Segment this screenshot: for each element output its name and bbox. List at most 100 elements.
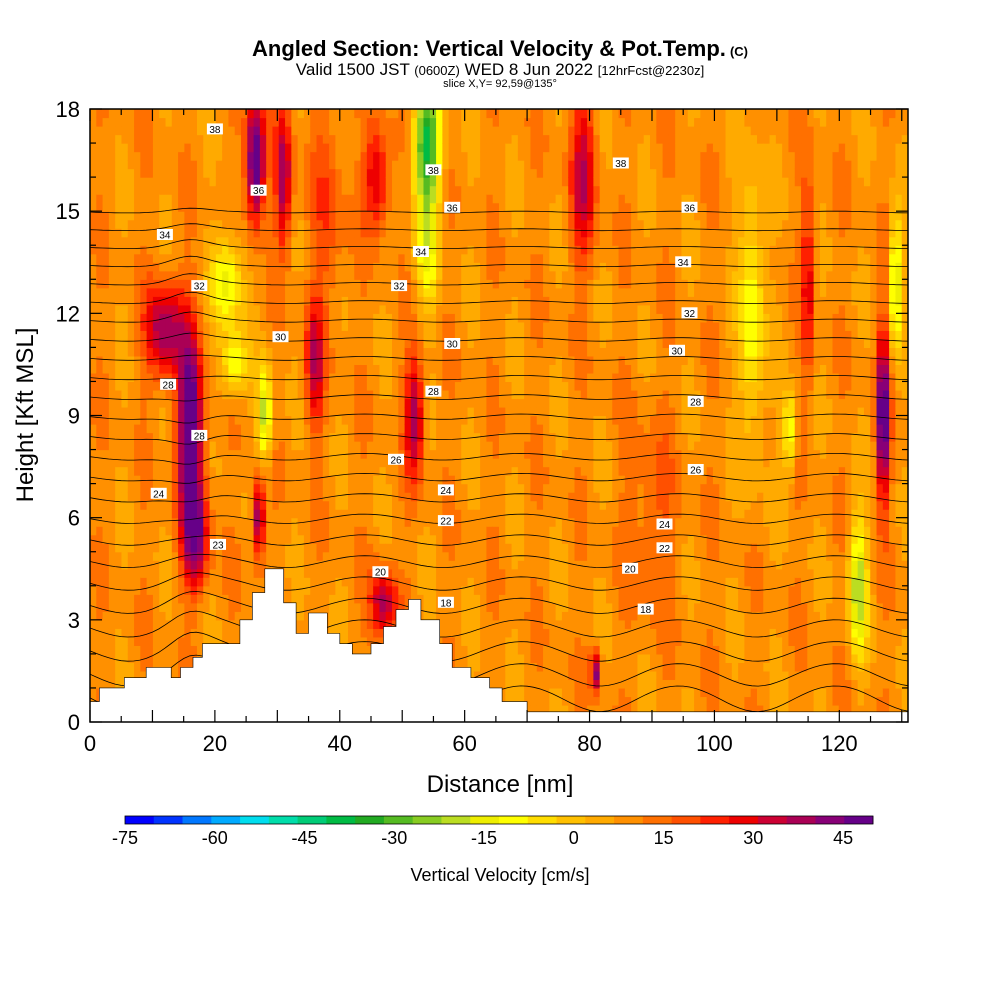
velocity-cell (499, 415, 506, 425)
velocity-cell (165, 194, 173, 204)
velocity-cell (341, 594, 349, 604)
velocity-cell (480, 585, 488, 595)
velocity-cell (499, 585, 506, 595)
velocity-cell (159, 466, 167, 476)
velocity-cell (115, 653, 123, 663)
velocity-cell (121, 109, 129, 119)
velocity-cell (347, 355, 355, 366)
velocity-cell (228, 347, 236, 357)
velocity-cell (492, 168, 500, 178)
velocity-cell (297, 449, 305, 459)
velocity-cell (341, 304, 349, 314)
velocity-cell (341, 568, 349, 578)
velocity-cell (278, 313, 286, 323)
velocity-cell (234, 296, 242, 306)
velocity-cell (285, 347, 292, 357)
velocity-cell (524, 636, 532, 646)
velocity-cell (291, 194, 299, 204)
velocity-cell (102, 355, 110, 366)
velocity-cell (360, 126, 368, 136)
velocity-cell (102, 270, 110, 280)
velocity-cell (335, 279, 343, 289)
velocity-cell (524, 696, 532, 706)
velocity-cell (285, 177, 292, 187)
velocity-cell (272, 449, 280, 459)
velocity-cell (335, 134, 343, 144)
velocity-cell (461, 517, 469, 527)
velocity-cell (134, 364, 141, 374)
velocity-cell (140, 636, 148, 646)
velocity-cell (209, 313, 217, 323)
velocity-cell (90, 355, 97, 366)
velocity-cell (442, 492, 450, 502)
velocity-cell (196, 602, 204, 612)
velocity-cell (209, 355, 217, 366)
velocity-cell (461, 313, 469, 323)
velocity-cell (215, 568, 223, 578)
velocity-cell (335, 372, 343, 383)
velocity-cell (480, 500, 488, 510)
velocity-cell (285, 270, 292, 280)
velocity-cell (454, 568, 462, 578)
velocity-cell (480, 389, 488, 400)
velocity-cell (278, 458, 286, 468)
velocity-cell (505, 126, 513, 136)
velocity-cell (442, 143, 450, 153)
velocity-cell (417, 228, 425, 238)
velocity-cell (517, 466, 525, 476)
velocity-cell (341, 219, 349, 229)
velocity-cell (398, 509, 406, 519)
velocity-cell (159, 526, 167, 536)
velocity-cell (499, 560, 506, 570)
velocity-cell (436, 253, 443, 263)
velocity-cell (247, 611, 255, 621)
velocity-cell (448, 236, 456, 246)
velocity-cell (517, 415, 525, 425)
velocity-cell (165, 662, 173, 672)
velocity-cell (140, 526, 148, 536)
velocity-cell (392, 602, 399, 612)
velocity-cell (517, 347, 525, 357)
velocity-cell (429, 347, 437, 357)
velocity-cell (322, 466, 330, 476)
velocity-cell (222, 628, 230, 638)
velocity-cell (454, 543, 462, 553)
velocity-cell (385, 585, 393, 595)
velocity-cell (511, 398, 519, 408)
velocity-cell (467, 185, 475, 195)
velocity-cell (392, 381, 399, 391)
velocity-cell (335, 117, 343, 127)
velocity-cell (134, 475, 141, 485)
velocity-cell (108, 228, 116, 238)
velocity-cell (517, 585, 525, 595)
velocity-cell (473, 313, 481, 323)
velocity-cell (278, 441, 286, 451)
velocity-cell (134, 389, 141, 400)
velocity-cell (203, 509, 211, 519)
velocity-cell (165, 211, 173, 221)
velocity-cell (385, 236, 393, 246)
velocity-cell (234, 228, 242, 238)
velocity-cell (146, 202, 154, 212)
velocity-cell (234, 355, 242, 366)
velocity-cell (234, 151, 242, 161)
velocity-cell (272, 117, 280, 127)
velocity-cell (196, 109, 204, 119)
velocity-cell (392, 330, 399, 340)
velocity-cell (127, 534, 135, 544)
velocity-cell (473, 415, 481, 425)
velocity-cell (272, 364, 280, 374)
velocity-cell (259, 372, 267, 383)
velocity-cell (404, 177, 412, 187)
velocity-cell (499, 594, 506, 604)
velocity-cell (102, 585, 110, 595)
velocity-cell (385, 177, 393, 187)
velocity-cell (108, 441, 116, 451)
velocity-cell (366, 594, 374, 604)
velocity-cell (165, 245, 173, 255)
velocity-cell (190, 228, 198, 238)
velocity-cell (499, 389, 506, 400)
velocity-cell (480, 126, 488, 136)
velocity-cell (272, 219, 280, 229)
velocity-cell (196, 177, 204, 187)
